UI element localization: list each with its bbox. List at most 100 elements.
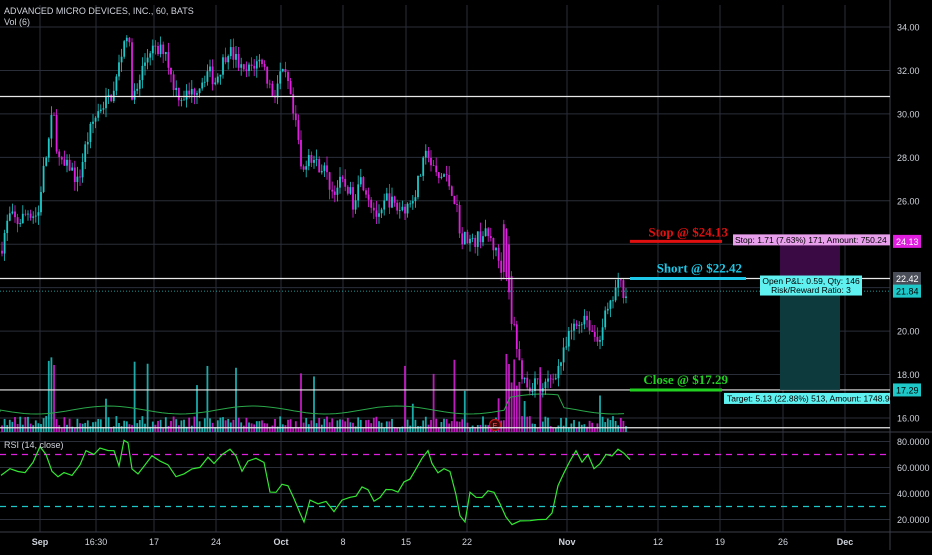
time-tick-label: Sep [32, 537, 49, 547]
candle-body [510, 276, 513, 324]
volume-bar [508, 363, 510, 432]
volume-bar [32, 425, 35, 432]
candle-body [58, 151, 61, 158]
volume-bar [552, 427, 555, 432]
candle-body [463, 231, 466, 245]
volume-bar [430, 419, 432, 432]
candle-body [453, 195, 456, 205]
candle-body [430, 157, 432, 166]
volume-bar [484, 424, 487, 432]
volume-bar [411, 403, 414, 432]
candle-body [380, 209, 383, 214]
symbol-title: ADVANCED MICRO DEVICES, INC., 60, BATS [4, 6, 194, 16]
pnl-info-box [760, 275, 862, 296]
volume-bar [562, 425, 565, 432]
candle-body [24, 213, 27, 215]
volume-bar [180, 420, 183, 432]
candle-body [76, 176, 79, 183]
candle-body [157, 45, 159, 55]
volume-bar [162, 427, 165, 432]
volume-bar [588, 420, 591, 432]
time-tick-label: 22 [462, 537, 472, 547]
candle-body [544, 381, 547, 389]
volume-bar [297, 427, 300, 432]
candle-body [118, 62, 120, 77]
pnl-info-line2: Risk/Reward Ratio: 3 [771, 285, 851, 295]
candle-body [115, 76, 118, 91]
rsi-tick-label: 20.0000 [897, 515, 930, 525]
time-tick-label: 8 [340, 537, 345, 547]
candle-body [604, 310, 607, 328]
candle-body [443, 174, 445, 177]
time-tick-label: 16:30 [85, 537, 108, 547]
price-tag-last [893, 284, 921, 298]
candle-body [531, 391, 534, 392]
volume-bar [1, 425, 3, 432]
candle-body [261, 59, 263, 65]
risk-zone [780, 241, 840, 279]
candle-body [302, 166, 305, 170]
price-tick-label: 18.00 [897, 370, 920, 380]
candle-body [469, 238, 471, 244]
volume-bar [167, 425, 170, 432]
candle-body [193, 88, 196, 95]
volume-bar [515, 385, 518, 432]
volume-bar [141, 416, 144, 432]
volume-bar [271, 425, 274, 432]
candle-body [53, 114, 55, 116]
volume-bar [185, 426, 188, 432]
volume-bar [289, 419, 292, 432]
candle-body [456, 204, 458, 205]
candle-body [50, 114, 53, 139]
volume-bar [440, 422, 443, 432]
candle-body [6, 220, 9, 234]
volume-bar [604, 422, 607, 432]
candle-body [393, 196, 396, 203]
candle-body [575, 323, 578, 326]
target-info-text: Target: 5.13 (22.88%) 513, Amount: 1748.… [727, 393, 895, 403]
candle-body [276, 83, 279, 98]
candle-body [313, 159, 315, 163]
volume-bar [419, 426, 422, 432]
volume-bar [276, 426, 279, 432]
volume-bar [450, 421, 453, 432]
candle-body [34, 215, 37, 217]
volume-bar [323, 418, 326, 432]
trade-overlay[interactable]: Stop @ $24.13 Short @ $22.42 Close @ $17.2… [630, 224, 895, 404]
candle-body [492, 238, 495, 251]
volume-bar [53, 365, 55, 432]
candle-body [63, 159, 66, 166]
candle-body [482, 236, 484, 243]
volume-bar [487, 425, 490, 432]
volume-bar [523, 401, 526, 432]
time-tick-label: Oct [273, 537, 288, 547]
candle-body [146, 57, 149, 63]
rsi-label: RSI (14, close) [4, 440, 64, 450]
price-tag-short [893, 272, 921, 286]
candle-body [354, 200, 357, 210]
volume-bar [619, 417, 622, 432]
reward-zone [780, 278, 840, 390]
candle-body [235, 54, 237, 60]
volume-bar [66, 424, 68, 432]
volume-bar [190, 425, 193, 432]
candle-body [27, 213, 29, 215]
candle-body [190, 88, 193, 95]
price-tag-text-short: 22.42 [896, 274, 919, 284]
candle-body [263, 64, 266, 67]
candle-body [606, 308, 609, 311]
volume-bar [203, 418, 206, 432]
volume-bar [235, 367, 237, 432]
volume-bar [320, 424, 323, 432]
candle-body [279, 71, 282, 84]
volume-bar [198, 421, 201, 432]
horizontal-lines[interactable] [0, 95, 890, 429]
volume-bar [422, 420, 425, 432]
candle-body [461, 233, 464, 245]
candle-body [149, 53, 152, 58]
candle-body [84, 144, 87, 162]
rsi-line [0, 439, 631, 526]
volume-bar [193, 416, 196, 432]
